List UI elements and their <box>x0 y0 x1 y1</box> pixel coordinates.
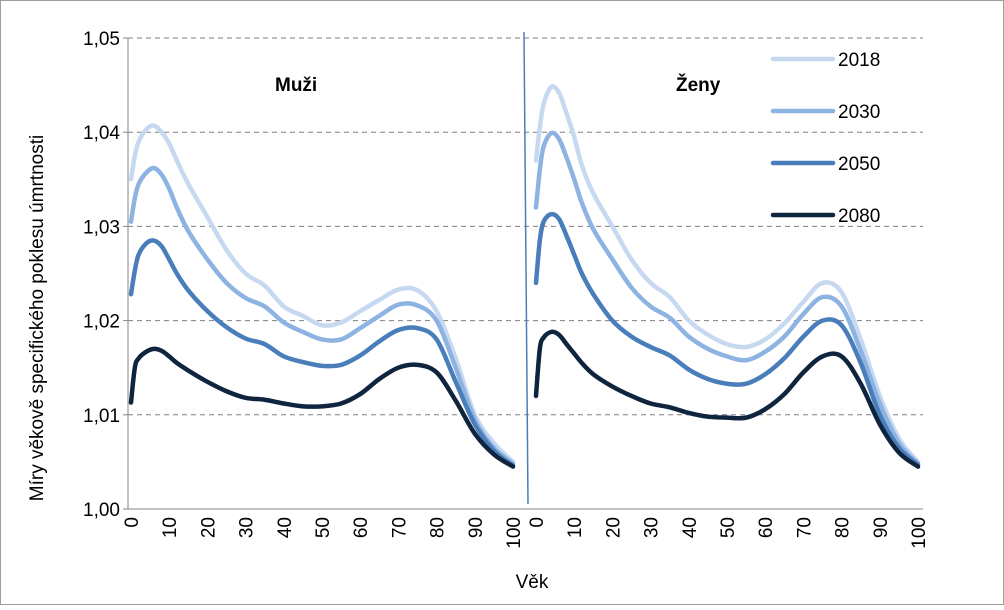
x-tick-label: 60 <box>351 517 372 538</box>
x-tick-label: 70 <box>389 517 410 538</box>
x-tick-label: 90 <box>466 517 487 538</box>
y-tick-label: 1,00 <box>83 500 120 521</box>
x-tick-label: 10 <box>565 517 586 538</box>
x-tick-label: 100 <box>909 517 930 549</box>
x-tick-label: 100 <box>504 517 525 549</box>
x-tick-label: 20 <box>198 517 219 538</box>
y-tick-label: 1,01 <box>83 406 120 427</box>
legend-label-2080: 2080 <box>838 206 880 227</box>
y-tick-label: 1,04 <box>83 123 120 144</box>
series-line-2050-panel-1 <box>128 238 516 468</box>
y-tick-label: 1,02 <box>83 312 120 333</box>
x-tick-label: 60 <box>756 517 777 538</box>
x-tick-label: 80 <box>833 517 854 538</box>
y-tick-label: 1,05 <box>83 29 120 50</box>
series-line-2030-panel-1 <box>128 165 516 467</box>
x-tick-label: 0 <box>527 517 548 528</box>
legend-label-2050: 2050 <box>838 154 880 175</box>
y-tick-labels: 1,00 1,01 1,02 1,03 1,04 1,05 <box>83 29 120 521</box>
y-tick-label: 1,03 <box>83 217 120 238</box>
panel-title-men: Muži <box>275 75 317 96</box>
axes <box>123 31 923 510</box>
x-tick-label: 70 <box>794 517 815 538</box>
x-tick-label: 90 <box>871 517 892 538</box>
x-tick-label: 20 <box>603 517 624 538</box>
legend-label-2018: 2018 <box>838 50 880 71</box>
series-line-2018-panel-1 <box>128 123 516 465</box>
x-tick-label: 30 <box>237 517 258 538</box>
series-line-2018-panel-2 <box>533 84 921 465</box>
series-line-2080-panel-1 <box>128 346 516 469</box>
y-axis-title: Míry věkově specifického poklesu úmrtnos… <box>27 135 48 501</box>
series-line-2080-panel-2 <box>533 329 921 469</box>
x-tick-label: 30 <box>642 517 663 538</box>
x-axis-title: Věk <box>516 572 549 593</box>
series-line-2030-panel-2 <box>533 130 921 467</box>
x-tick-label: 10 <box>160 517 181 538</box>
x-tick-label: 40 <box>275 517 296 538</box>
x-tick-label: 80 <box>428 517 449 538</box>
series-lines <box>128 84 921 469</box>
legend-label-2030: 2030 <box>838 102 880 123</box>
x-tick-label: 40 <box>680 517 701 538</box>
x-tick-label: 50 <box>718 517 739 538</box>
series-line-2050-panel-2 <box>533 211 921 467</box>
panel-divider <box>523 31 529 505</box>
panel-title-women: Ženy <box>676 74 721 96</box>
legend: 2018 2030 2050 2080 <box>770 50 880 227</box>
x-tick-label: 0 <box>122 517 143 528</box>
x-tick-label: 50 <box>313 517 334 538</box>
x-tick-labels: 0 10 20 30 40 50 60 70 80 90 100 0 10 20 30 40 50 60 70 80 9… <box>122 517 930 549</box>
